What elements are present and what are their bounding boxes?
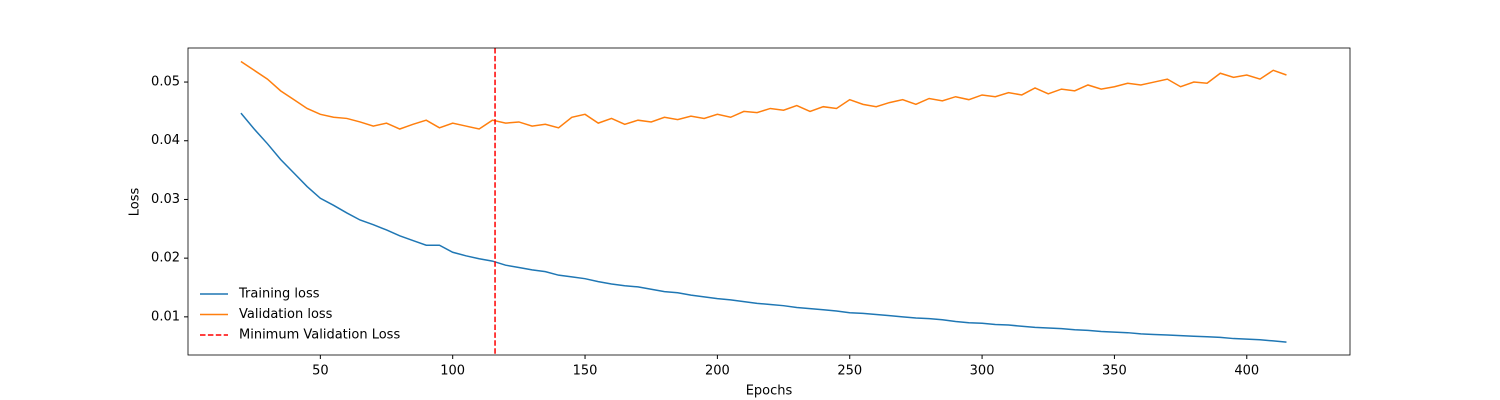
data-line [240,112,1287,343]
legend-label: Training loss [238,287,320,302]
y-tick-label: 0.04 [151,133,180,148]
x-tick-label: 150 [573,364,598,379]
legend-label: Minimum Validation Loss [239,328,400,343]
x-axis-label: Epochs [746,384,793,399]
y-tick-label: 0.05 [151,75,180,90]
x-tick-label: 50 [312,364,329,379]
x-tick-label: 100 [440,364,465,379]
data-line [240,60,1287,130]
y-tick-label: 0.01 [151,309,180,324]
x-tick-label: 250 [837,364,862,379]
y-axis-label: Loss [128,188,143,217]
x-tick-label: 200 [705,364,730,379]
x-tick-label: 350 [1102,364,1127,379]
plot-frame [187,47,1351,356]
x-tick-label: 300 [970,364,995,379]
legend-label: Validation loss [239,307,333,322]
y-tick-label: 0.03 [151,192,180,207]
x-tick-label: 400 [1234,364,1259,379]
y-tick-label: 0.02 [151,251,180,266]
